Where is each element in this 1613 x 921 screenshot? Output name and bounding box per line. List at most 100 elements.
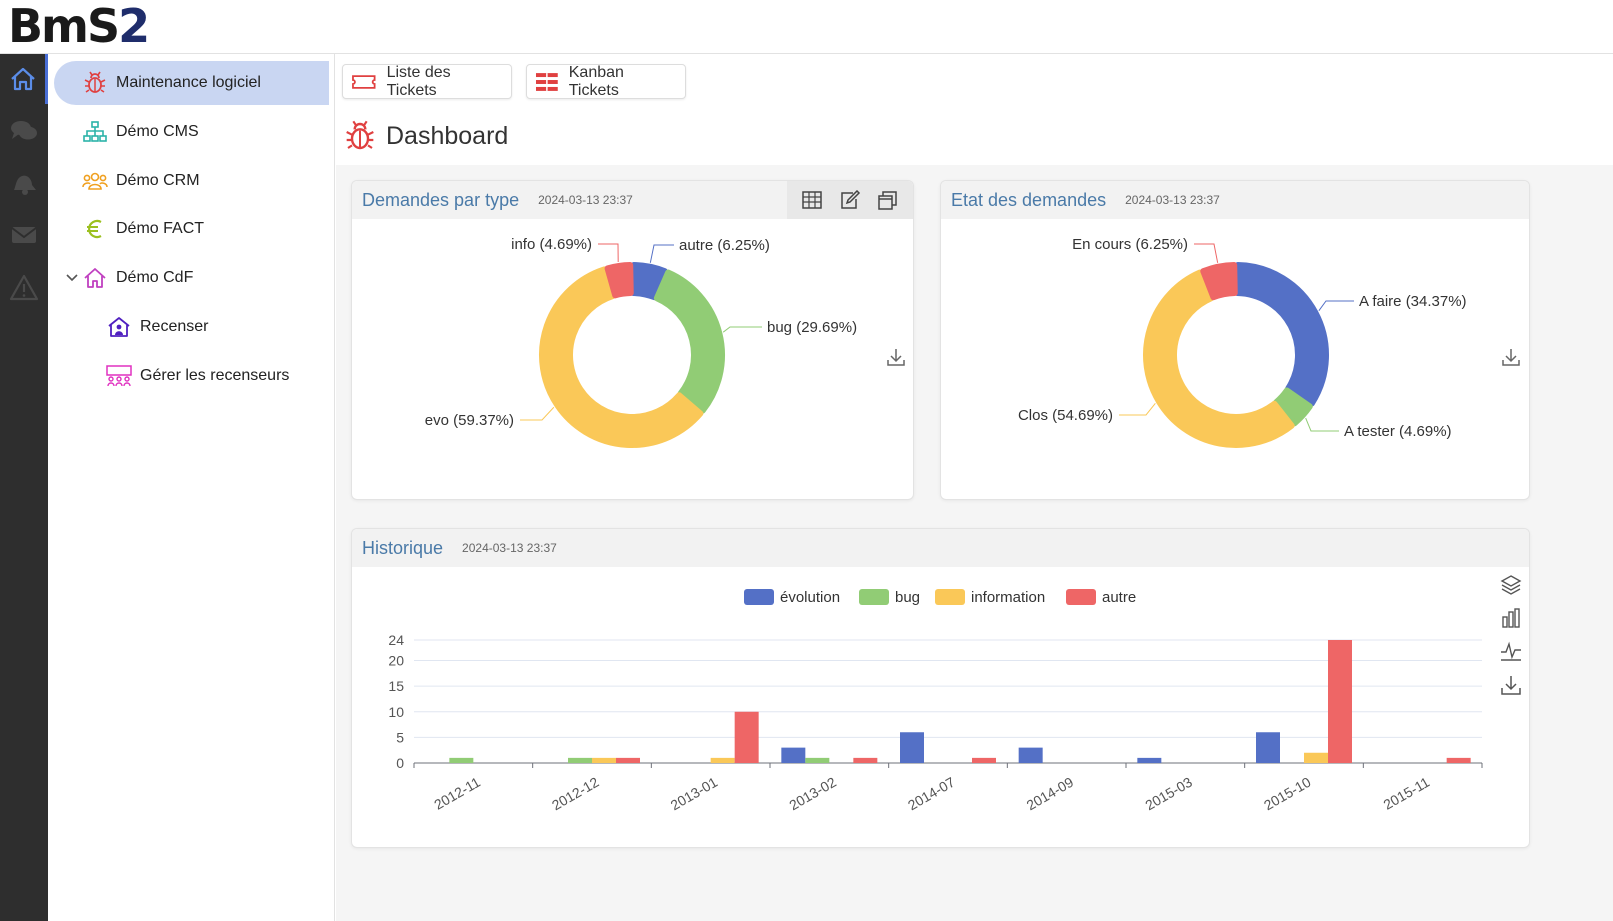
bar-2015-10-0[interactable] bbox=[1256, 732, 1280, 763]
x-tick-label: 2013-02 bbox=[786, 774, 839, 814]
bar-2012-12-1[interactable] bbox=[568, 757, 592, 763]
sidebar-item-maintenance[interactable]: Maintenance logiciel bbox=[54, 61, 329, 105]
legend-label[interactable]: évolution bbox=[780, 589, 840, 606]
stack-layers-icon[interactable] bbox=[1500, 574, 1522, 596]
bar-2012-12-2[interactable] bbox=[592, 757, 616, 763]
pie-label-line bbox=[722, 326, 762, 333]
tickets-list-button[interactable]: Liste des Tickets bbox=[342, 64, 512, 99]
card-tools bbox=[787, 181, 913, 219]
x-tick-label: 2014-07 bbox=[905, 774, 958, 814]
download-icon[interactable] bbox=[1500, 674, 1522, 696]
bar-2015-10-3[interactable] bbox=[1328, 640, 1352, 763]
bar-2012-11-1[interactable] bbox=[449, 757, 474, 763]
card-title: Demandes par type bbox=[362, 189, 520, 210]
bar-2014-07-3[interactable] bbox=[972, 757, 996, 763]
bar-2013-02-1[interactable] bbox=[805, 757, 830, 763]
warning-icon[interactable] bbox=[0, 262, 48, 312]
pie-label: evo (59.37%) bbox=[425, 412, 514, 429]
x-tick-label: 2014-09 bbox=[1024, 774, 1077, 814]
pie-label-line bbox=[1305, 417, 1339, 432]
sidebar-item-recenser[interactable]: Recenser bbox=[54, 305, 329, 349]
app-logo[interactable]: BmS2 bbox=[8, 0, 150, 53]
chevron-down-icon[interactable] bbox=[62, 273, 82, 283]
legend-swatch[interactable] bbox=[1066, 589, 1096, 605]
bar-2012-12-3[interactable] bbox=[616, 757, 640, 763]
pie-label: Clos (54.69%) bbox=[1018, 407, 1113, 424]
x-tick-label: 2015-03 bbox=[1142, 774, 1195, 814]
ticket-icon bbox=[352, 74, 376, 89]
pie-slice-evo[interactable] bbox=[539, 266, 704, 448]
bar-2015-11-3[interactable] bbox=[1446, 757, 1471, 763]
state-donut-chart: A faire (34.37%) A tester (4.69%) Clos (54… bbox=[1018, 236, 1467, 448]
sidebar: Maintenance logiciel Démo CMS Démo CRM D… bbox=[48, 54, 335, 921]
bell-icon[interactable] bbox=[0, 158, 48, 208]
bar-2015-03-0[interactable] bbox=[1137, 757, 1162, 763]
bar-2013-02-3[interactable] bbox=[853, 757, 878, 763]
pie-slice-info[interactable] bbox=[604, 262, 634, 299]
bug-icon bbox=[82, 70, 108, 96]
sidebar-item-label: Démo FACT bbox=[116, 220, 205, 237]
legend-label[interactable]: autre bbox=[1102, 589, 1136, 606]
sidebar-item-label: Démo CRM bbox=[116, 172, 200, 189]
sidebar-item-label: Gérer les recenseurs bbox=[140, 367, 290, 384]
bar-2014-07-0[interactable] bbox=[900, 732, 924, 763]
pie-slice-autre[interactable] bbox=[630, 262, 668, 301]
bar-2013-01-2[interactable] bbox=[710, 757, 735, 763]
bar-2015-10-2[interactable] bbox=[1304, 752, 1328, 763]
bar-2013-01-3[interactable] bbox=[734, 711, 759, 763]
download-icon[interactable] bbox=[1501, 347, 1521, 367]
sidebar-item-recenseurs[interactable]: Gérer les recenseurs bbox=[54, 354, 329, 398]
sidebar-item-crm[interactable]: Démo CRM bbox=[54, 159, 329, 203]
sidebar-item-label: Démo CdF bbox=[116, 269, 194, 286]
house-user-icon bbox=[106, 314, 132, 340]
edit-icon[interactable] bbox=[831, 190, 869, 210]
y-tick-label: 15 bbox=[388, 678, 404, 694]
house-icon bbox=[82, 265, 108, 291]
state-chart-card: Etat des demandes 2024-03-13 23:37 A fai… bbox=[940, 180, 1530, 500]
bar-2014-09-0[interactable] bbox=[1018, 747, 1043, 763]
y-tick-label: 20 bbox=[388, 653, 404, 669]
pie-label-line bbox=[1194, 243, 1219, 263]
legend-label[interactable]: bug bbox=[895, 589, 920, 606]
x-tick-label: 2013-01 bbox=[668, 774, 721, 814]
pie-label: bug (29.69%) bbox=[767, 319, 857, 336]
x-tick-label: 2015-10 bbox=[1261, 774, 1314, 814]
top-bar: BmS2 bbox=[0, 0, 1613, 54]
bar-2013-02-0[interactable] bbox=[781, 747, 806, 763]
legend-swatch[interactable] bbox=[935, 589, 965, 605]
kanban-tickets-button[interactable]: Kanban Tickets bbox=[526, 64, 686, 99]
pie-slice-a-faire[interactable] bbox=[1234, 262, 1329, 407]
y-tick-label: 24 bbox=[388, 632, 404, 648]
bug-icon bbox=[346, 120, 374, 150]
euro-icon bbox=[82, 216, 108, 242]
home-icon[interactable] bbox=[0, 54, 48, 104]
legend-label[interactable]: information bbox=[971, 589, 1045, 606]
pie-slice-clos[interactable] bbox=[1143, 269, 1295, 448]
pie-label: autre (6.25%) bbox=[679, 237, 770, 254]
sidebar-item-cdf[interactable]: Démo CdF bbox=[54, 256, 329, 300]
sidebar-item-label: Recenser bbox=[140, 318, 209, 335]
mail-icon[interactable] bbox=[0, 210, 48, 260]
pie-slice-en-cours[interactable] bbox=[1200, 262, 1238, 301]
pie-slice-bug[interactable] bbox=[653, 269, 725, 414]
legend-swatch[interactable] bbox=[859, 589, 889, 605]
table-icon[interactable] bbox=[793, 191, 831, 209]
card-header: Etat des demandes 2024-03-13 23:37 bbox=[941, 181, 1529, 219]
y-tick-label: 0 bbox=[396, 755, 404, 771]
card-date: 2024-03-13 23:37 bbox=[1125, 193, 1220, 207]
sidebar-item-cms[interactable]: Démo CMS bbox=[54, 110, 329, 154]
page-header: Liste des Tickets Kanban Tickets Dashboa… bbox=[336, 54, 1613, 165]
card-header: Historique 2024-03-13 23:37 bbox=[352, 529, 1529, 567]
legend-swatch[interactable] bbox=[744, 589, 774, 605]
card-date: 2024-03-13 23:37 bbox=[538, 193, 633, 207]
download-icon[interactable] bbox=[886, 347, 906, 367]
sidebar-item-fact[interactable]: Démo FACT bbox=[54, 207, 329, 251]
page-title: Dashboard bbox=[344, 120, 508, 152]
type-donut-chart: autre (6.25%) bug (29.69%) evo (59.37%) inf… bbox=[425, 236, 857, 448]
line-chart-icon[interactable] bbox=[1500, 640, 1522, 662]
users-icon bbox=[82, 168, 108, 194]
bar-chart-icon[interactable] bbox=[1500, 607, 1522, 629]
y-tick-label: 10 bbox=[388, 704, 404, 720]
chat-icon[interactable] bbox=[0, 106, 48, 156]
window-restore-icon[interactable] bbox=[869, 190, 907, 210]
